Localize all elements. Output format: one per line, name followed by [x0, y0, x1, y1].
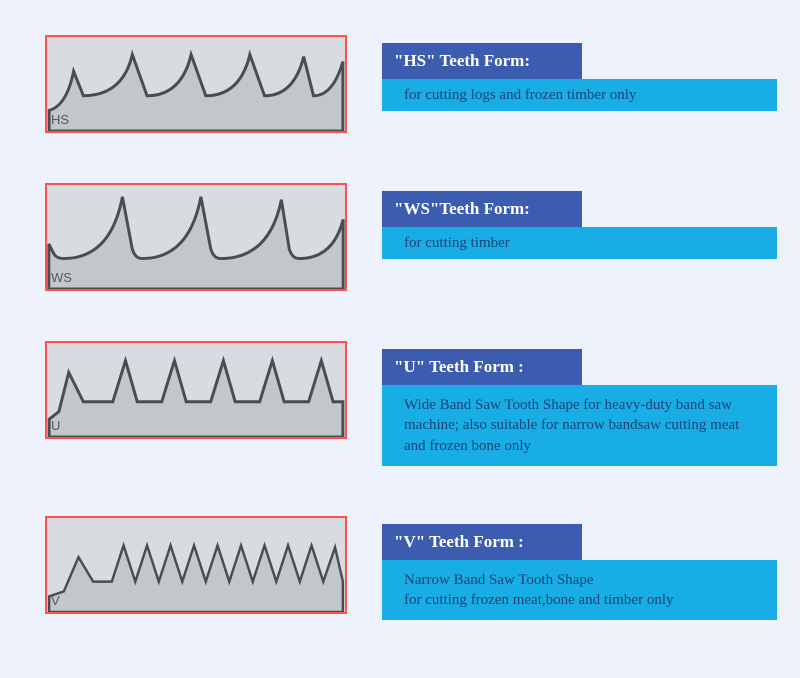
- teeth-svg-ws: [47, 185, 345, 289]
- diagram-label-u: U: [51, 418, 60, 433]
- teeth-form-row-hs: HS "HS" Teeth Form: for cutting logs and…: [20, 35, 780, 133]
- info-v: "V" Teeth Form : Narrow Band Saw Tooth S…: [382, 524, 780, 621]
- desc-u: Wide Band Saw Tooth Shape for heavy-duty…: [382, 385, 777, 466]
- diagram-label-v: V: [51, 593, 60, 608]
- title-u: "U" Teeth Form :: [382, 349, 582, 385]
- diagram-v: V: [45, 516, 347, 614]
- desc-ws: for cutting timber: [382, 227, 777, 259]
- teeth-svg-u: [47, 343, 345, 437]
- info-hs: "HS" Teeth Form: for cutting logs and fr…: [382, 43, 780, 111]
- title-v: "V" Teeth Form :: [382, 524, 582, 560]
- diagram-label-hs: HS: [51, 112, 69, 127]
- teeth-svg-v: [47, 518, 345, 612]
- diagram-hs: HS: [45, 35, 347, 133]
- title-hs: "HS" Teeth Form:: [382, 43, 582, 79]
- teeth-form-row-u: U "U" Teeth Form : Wide Band Saw Tooth S…: [20, 341, 780, 466]
- teeth-svg-hs: [47, 37, 345, 131]
- title-ws: "WS"Teeth Form:: [382, 191, 582, 227]
- teeth-form-row-ws: WS "WS"Teeth Form: for cutting timber: [20, 183, 780, 291]
- desc-v: Narrow Band Saw Tooth Shape for cutting …: [382, 560, 777, 621]
- diagram-u: U: [45, 341, 347, 439]
- info-u: "U" Teeth Form : Wide Band Saw Tooth Sha…: [382, 349, 780, 466]
- diagram-ws: WS: [45, 183, 347, 291]
- diagram-label-ws: WS: [51, 270, 72, 285]
- teeth-form-row-v: V "V" Teeth Form : Narrow Band Saw Tooth…: [20, 516, 780, 621]
- desc-hs: for cutting logs and frozen timber only: [382, 79, 777, 111]
- info-ws: "WS"Teeth Form: for cutting timber: [382, 191, 780, 259]
